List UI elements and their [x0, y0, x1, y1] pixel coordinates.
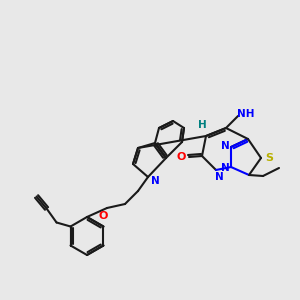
Text: N: N: [220, 163, 230, 173]
Text: O: O: [176, 152, 186, 162]
Text: N: N: [151, 176, 159, 186]
Text: N: N: [220, 141, 230, 151]
Text: S: S: [265, 153, 273, 163]
Text: NH: NH: [237, 109, 255, 119]
Text: H: H: [198, 120, 206, 130]
Text: O: O: [98, 211, 108, 221]
Text: N: N: [214, 172, 224, 182]
